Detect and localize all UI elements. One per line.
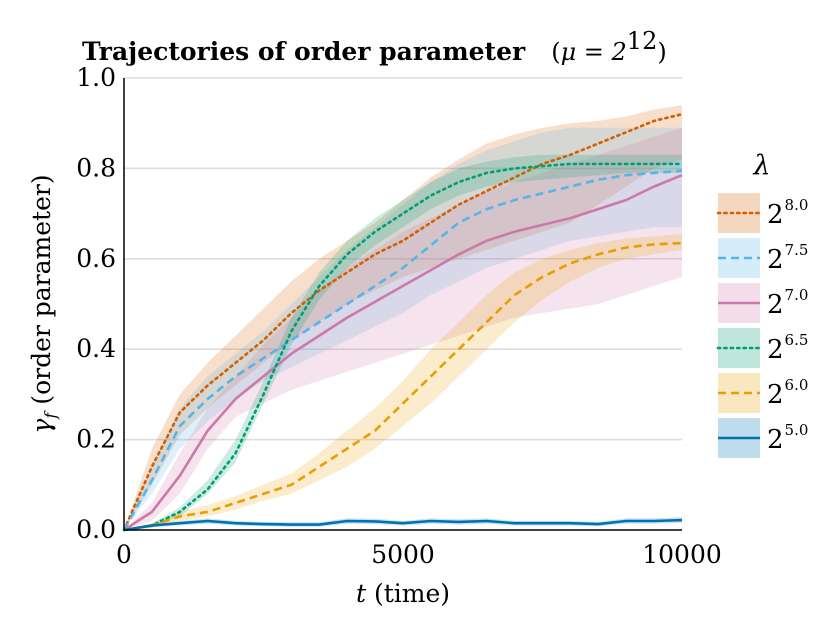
series-lines <box>122 112 684 532</box>
legend-title: λ <box>752 150 770 181</box>
band-lambda-6.0 <box>124 233 682 530</box>
legend-entry-4: 26.0 <box>718 373 808 413</box>
chart-title-param-exponent: 12 <box>627 27 658 55</box>
tick-labels: 0.0 0.2 0.4 0.6 0.8 1.0 0 5000 10000 <box>76 63 722 569</box>
line-lambda-7.5 <box>122 169 683 531</box>
legend-label: 26.0 <box>767 376 808 410</box>
grid-lines <box>124 77 682 441</box>
legend-entry-3: 26.5 <box>716 328 808 368</box>
x-axis-symbol: t <box>356 579 367 608</box>
y-axis-label: γf (order parameter) <box>27 174 60 433</box>
y-axis-symbol: γ <box>27 419 56 434</box>
y-axis-text: (order parameter) <box>27 174 56 404</box>
legend-entry-2: 27.0 <box>718 283 808 323</box>
y-tick-label-4: 0.8 <box>76 153 116 182</box>
y-axis-subscript: f <box>41 410 60 420</box>
x-axis-text: (time) <box>374 579 450 608</box>
legend-label: 27.0 <box>767 286 808 320</box>
legend-label: 26.5 <box>767 331 808 365</box>
y-tick-label-1: 0.2 <box>76 425 116 454</box>
axes <box>123 78 682 531</box>
legend-entry-1: 27.5 <box>718 238 808 278</box>
legend: λ 28.0 27.5 27.0 26.5 26.0 25.0 <box>716 150 808 458</box>
legend-label: 25.0 <box>767 421 808 455</box>
legend-label: 28.0 <box>767 196 808 230</box>
y-tick-label-2: 0.4 <box>76 334 116 363</box>
line-lambda-8.0 <box>122 112 684 532</box>
line-lambda-6.0 <box>123 241 683 532</box>
line-lambda-7.0 <box>123 173 683 532</box>
y-tick-label-5: 1.0 <box>76 63 116 92</box>
line-lambda-5.0 <box>123 518 683 532</box>
x-tick-label-2: 10000 <box>642 540 722 569</box>
legend-label: 27.5 <box>767 241 808 275</box>
chart-title: Trajectories of order parameter (μ = 212… <box>82 27 667 66</box>
legend-entry-0: 28.0 <box>716 193 808 233</box>
x-tick-label-1: 5000 <box>371 540 435 569</box>
y-tick-label-3: 0.6 <box>76 244 116 273</box>
band-lambda-8.0 <box>124 105 682 530</box>
x-axis-label: t (time) <box>356 579 450 608</box>
line-lambda-6.5 <box>122 162 684 532</box>
chart-title-main: Trajectories of order parameter <box>82 37 526 66</box>
band-lambda-7.5 <box>124 127 682 530</box>
y-tick-label-0: 0.0 <box>76 515 116 544</box>
legend-entry-5: 25.0 <box>718 418 808 458</box>
band-lambda-7.0 <box>124 127 682 530</box>
chart-title-param: μ = 2 <box>561 38 627 66</box>
x-tick-label-0: 0 <box>116 540 132 569</box>
